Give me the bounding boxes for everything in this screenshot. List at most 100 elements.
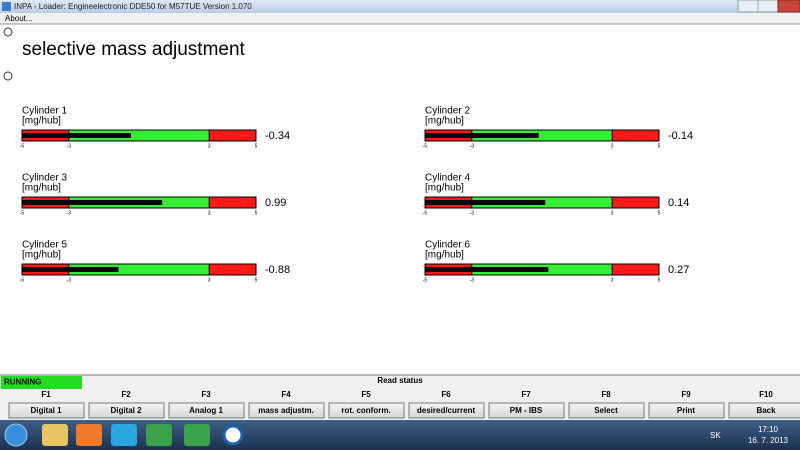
gauge-tick-label: 5 (658, 210, 661, 216)
button-label[interactable]: rot. conform. (341, 406, 390, 415)
button-label[interactable]: Select (594, 406, 618, 415)
button[interactable] (88, 402, 165, 419)
gauge-fill (425, 267, 549, 272)
taskbar-icon[interactable] (146, 424, 172, 446)
button-label[interactable]: Analog 1 (189, 406, 223, 415)
gauge-zone (68, 264, 210, 275)
taskbar-icon[interactable] (42, 424, 68, 446)
gauge-fill (425, 133, 539, 138)
function-key: F2 (121, 390, 131, 399)
gauge-label: Cylinder 6 (425, 240, 470, 251)
gauge-zone (612, 130, 659, 141)
button-label[interactable]: PM - IBS (510, 406, 543, 415)
menu-bar (0, 13, 800, 24)
gauge-tick-label: 5 (658, 277, 661, 283)
button[interactable] (328, 402, 405, 419)
gauge-value: 0.27 (668, 264, 689, 276)
taskbar-icon[interactable] (76, 424, 102, 446)
gauge-tick-label: 5 (255, 277, 258, 283)
gauge-tick-label: 5 (658, 143, 661, 149)
gauge-zone (612, 197, 659, 208)
button[interactable] (648, 402, 725, 419)
button-label[interactable]: desired/current (417, 406, 476, 415)
gauge-tick-label: 3 (208, 143, 211, 149)
gauge-tick-label: -3 (470, 277, 475, 283)
radio[interactable] (3, 27, 13, 37)
gauge-label: Cylinder 2 (425, 106, 470, 117)
gauge-tick-label: -3 (67, 210, 72, 216)
menu-item[interactable]: About... (5, 14, 33, 23)
page-title: selective mass adjustment (22, 39, 246, 60)
gauge-tick-label: 3 (611, 210, 614, 216)
gauge-fill (22, 267, 119, 272)
window-title: INPA - Loader: Engineelectronic DDE50 fo… (14, 2, 252, 11)
button-label[interactable]: mass adjustm. (258, 406, 314, 415)
maximize-button[interactable] (757, 0, 779, 13)
gauge-value: -0.34 (265, 130, 290, 142)
gauge-label: Cylinder 1 (22, 106, 67, 117)
minimize-button[interactable] (737, 0, 759, 13)
taskbar-icon[interactable] (222, 424, 244, 446)
title-bar (0, 0, 800, 13)
gauge-tick-label: -3 (470, 143, 475, 149)
button[interactable] (248, 402, 325, 419)
gauge-tick-label: -3 (67, 143, 72, 149)
gauge-unit: [mg/hub] (22, 250, 61, 261)
function-key: F8 (601, 390, 611, 399)
status-indicator (1, 376, 82, 389)
gauge-tick-label: 5 (255, 143, 258, 149)
gauge-tick-label: -5 (20, 210, 25, 216)
button[interactable] (408, 402, 485, 419)
gauge-tick-label: -5 (423, 210, 428, 216)
button-label[interactable]: Digital 2 (110, 406, 142, 415)
taskbar-icon[interactable] (111, 424, 137, 446)
gauge-tick-label: -5 (20, 143, 25, 149)
language[interactable]: SK (710, 431, 721, 440)
gauge-unit: [mg/hub] (425, 116, 464, 127)
gauge-unit: [mg/hub] (425, 250, 464, 261)
function-key: F1 (41, 390, 51, 399)
gauge-unit: [mg/hub] (425, 183, 464, 194)
function-key: F10 (759, 390, 773, 399)
gauge-label: Cylinder 3 (22, 173, 67, 184)
function-key: F6 (441, 390, 451, 399)
gauge-fill (425, 200, 546, 205)
button-label[interactable]: Back (756, 406, 776, 415)
gauge-label: Cylinder 4 (425, 173, 470, 184)
gauge-tick-label: 3 (208, 210, 211, 216)
radio[interactable] (3, 71, 13, 81)
function-keys: F1 Digital 1 F2 Digital 2 F3 Analog 1 F4 mass a… (8, 390, 800, 419)
app-icon (2, 2, 11, 11)
clock-time[interactable]: 17:10 (758, 425, 779, 434)
button[interactable] (728, 402, 800, 419)
gauge-zone (209, 130, 256, 141)
taskbar-icon[interactable] (184, 424, 210, 446)
gauge-tick-label: -5 (20, 277, 25, 283)
button[interactable] (8, 402, 85, 419)
gauge-tick-label: 3 (611, 277, 614, 283)
gauge-zone (68, 130, 210, 141)
close-button[interactable] (777, 0, 800, 13)
button[interactable] (488, 402, 565, 419)
gauge-tick-label: 3 (208, 277, 211, 283)
gauge-zone (612, 264, 659, 275)
gauge-tick-label: 3 (611, 143, 614, 149)
gauge-tick-label: 5 (255, 210, 258, 216)
gauge-zone (209, 264, 256, 275)
gauge-value: 0.14 (668, 197, 689, 209)
button-label[interactable]: Print (677, 406, 696, 415)
gauge-value: 0.99 (265, 197, 286, 209)
start-button[interactable] (4, 423, 28, 447)
gauge-value: -0.88 (265, 264, 290, 276)
gauge-tick-label: -5 (423, 277, 428, 283)
gauge-label: Cylinder 5 (22, 240, 67, 251)
button[interactable] (168, 402, 245, 419)
gauge-unit: [mg/hub] (22, 116, 61, 127)
button[interactable] (568, 402, 645, 419)
button-label[interactable]: Digital 1 (30, 406, 62, 415)
gauge-fill (22, 133, 132, 138)
function-key: F5 (361, 390, 371, 399)
clock-date[interactable]: 16. 7. 2013 (748, 436, 789, 445)
gauge-tick-label: -3 (67, 277, 72, 283)
